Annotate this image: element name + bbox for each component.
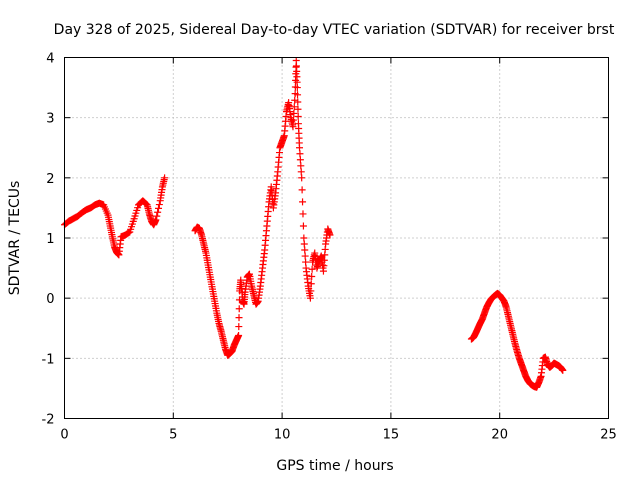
data-point — [296, 144, 304, 152]
y-tick-label: -2 — [42, 413, 55, 428]
data-point — [290, 103, 298, 111]
series-segment-2 — [191, 57, 334, 359]
data-point — [308, 265, 316, 273]
data-point — [299, 210, 307, 218]
data-point — [155, 201, 163, 209]
plot-frame — [64, 57, 609, 419]
data-point — [307, 280, 315, 288]
data-point — [297, 168, 305, 176]
data-point — [289, 116, 297, 124]
data-point — [306, 294, 314, 302]
y-tick-label: 1 — [46, 232, 54, 247]
data-point — [294, 98, 302, 106]
data-point — [161, 174, 169, 182]
data-point — [294, 105, 302, 113]
data-point — [302, 258, 310, 266]
data-point — [155, 204, 163, 212]
data-point — [298, 186, 306, 194]
data-point — [299, 222, 307, 230]
y-tick-label: 0 — [46, 292, 54, 307]
x-tick-label: 0 — [60, 428, 68, 443]
x-axis-label: GPS time / hours — [276, 458, 393, 474]
chart-title: Day 328 of 2025, Sidereal Day-to-day VTE… — [54, 22, 615, 38]
series-segment-3 — [467, 289, 567, 391]
data-point — [300, 240, 308, 248]
data-points — [61, 57, 567, 391]
data-point — [152, 216, 160, 224]
data-point — [289, 123, 297, 131]
data-point — [301, 246, 309, 254]
x-tick-label: 5 — [169, 428, 177, 443]
data-point — [153, 212, 161, 220]
data-point — [296, 150, 304, 158]
data-point — [235, 314, 243, 322]
data-point — [301, 252, 309, 260]
data-point — [297, 162, 305, 170]
data-point — [235, 323, 243, 331]
grid — [64, 57, 609, 419]
data-point — [559, 366, 567, 374]
x-tick-label: 20 — [491, 428, 508, 443]
data-point — [298, 174, 306, 182]
data-point — [235, 305, 243, 313]
data-point — [294, 112, 302, 120]
x-tick-label: 10 — [274, 428, 291, 443]
y-tick-label: 3 — [46, 112, 54, 127]
data-point — [290, 109, 298, 117]
x-tick-label: 15 — [383, 428, 400, 443]
y-axis-label: SDTVAR / TECUs — [7, 181, 23, 296]
data-point — [307, 287, 315, 295]
data-point — [154, 208, 162, 216]
data-point — [299, 198, 307, 206]
y-tick-label: 4 — [46, 52, 54, 67]
y-tick-label: 2 — [46, 172, 54, 187]
x-tick-label: 25 — [600, 428, 617, 443]
data-point — [296, 156, 304, 164]
data-point — [293, 84, 301, 92]
series-segment-1 — [61, 174, 169, 259]
data-point — [292, 76, 300, 84]
data-point — [308, 273, 316, 281]
data-point — [235, 331, 243, 339]
data-point — [294, 91, 302, 99]
data-point — [300, 234, 308, 242]
data-point — [326, 231, 334, 239]
y-tick-label: -1 — [42, 352, 55, 367]
